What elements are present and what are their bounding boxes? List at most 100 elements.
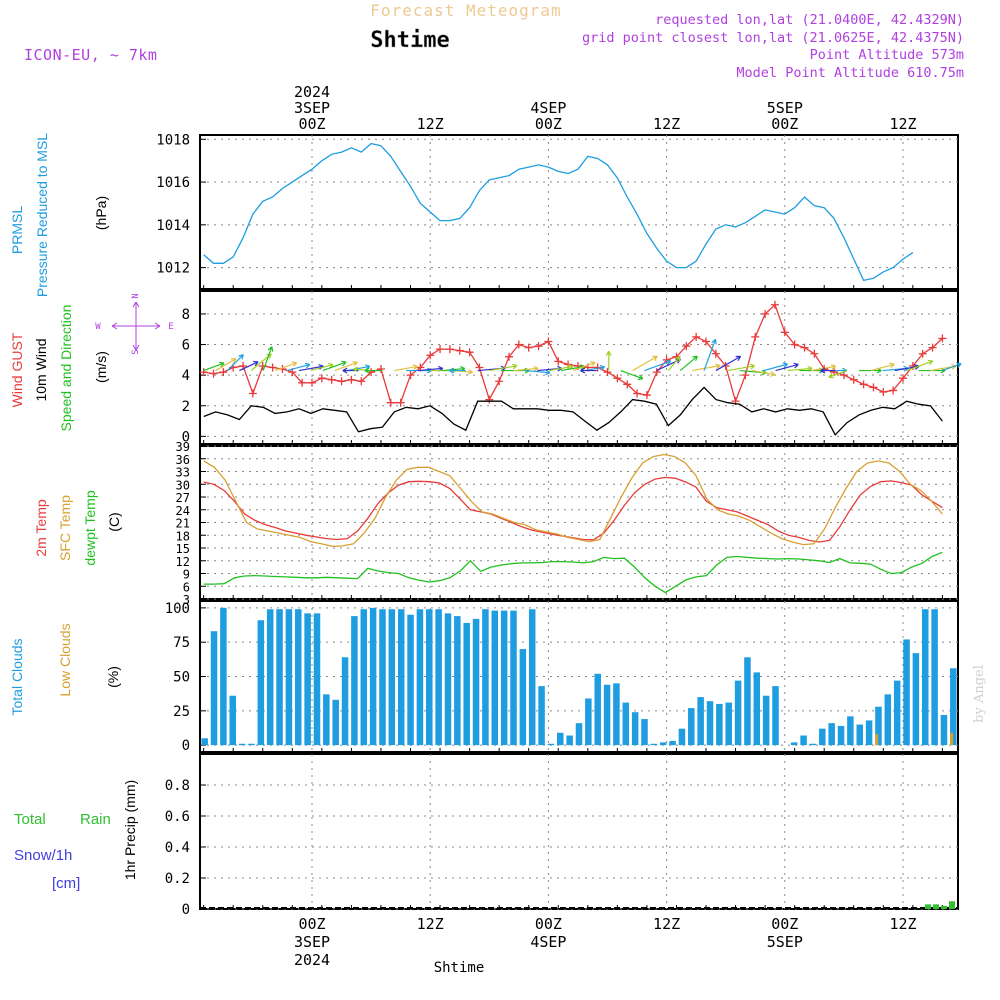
y-tick-label: 21 xyxy=(176,517,190,531)
gust-marker xyxy=(327,375,336,384)
total-cloud-bar xyxy=(613,683,620,746)
y-tick-labels: 1012101410161018024683691215182124273033… xyxy=(156,132,190,918)
y-tick-label: 39 xyxy=(176,440,190,454)
gust-marker xyxy=(623,380,632,389)
total-cloud-bar xyxy=(650,743,658,746)
gust-marker xyxy=(702,337,710,346)
total-cloud-bar xyxy=(893,680,901,746)
total-cloud-bar xyxy=(716,703,723,746)
y-tick-label: 6 xyxy=(182,338,190,354)
label-speed-direction: Speed and Direction xyxy=(58,305,74,432)
total-cloud-bar xyxy=(519,649,527,746)
total-cloud-bar xyxy=(772,686,779,746)
gust-marker xyxy=(652,368,661,377)
y-tick-label: 1012 xyxy=(156,261,190,277)
gust-marker xyxy=(938,334,947,343)
wind-direction-arrow xyxy=(906,359,934,372)
gust-marker xyxy=(859,380,868,389)
y-tick-label: 0 xyxy=(182,902,190,918)
label-snow-1h: Snow/1h xyxy=(14,847,72,864)
wind-direction-arrow xyxy=(364,367,383,374)
gust-marker xyxy=(209,369,218,378)
time-label-top: 00Z xyxy=(535,115,562,133)
total-cloud-bar xyxy=(491,610,499,746)
label-celsius: (C) xyxy=(106,512,122,531)
total-cloud-bar xyxy=(379,609,386,746)
label-hpa: (hPa) xyxy=(93,196,109,230)
total-cloud-bar xyxy=(921,609,929,746)
y-tick-label: 0.8 xyxy=(165,778,190,794)
compass-east: E xyxy=(168,322,173,332)
total-cloud-bar xyxy=(697,697,704,746)
total-cloud-bar xyxy=(500,610,508,746)
total-cloud-bar xyxy=(351,616,358,746)
y-tick-label: 33 xyxy=(176,466,190,480)
total-cloud-bar xyxy=(528,609,536,746)
total-cloud-bar xyxy=(725,702,732,746)
total-cloud-bar xyxy=(659,742,667,746)
wind-direction-arrow xyxy=(620,369,644,380)
y-tick-label: 8 xyxy=(182,307,190,323)
total-cloud-bar xyxy=(510,610,517,746)
total-cloud-bar xyxy=(341,657,349,746)
grid-point-coords: grid point closest lon,lat (21.0625E, 42… xyxy=(582,30,964,46)
wind-direction-arrow xyxy=(286,362,311,372)
total-cloud-bar xyxy=(257,620,265,746)
y-tick-label: 0.4 xyxy=(165,840,190,856)
gust-marker xyxy=(505,352,513,361)
gust-marker xyxy=(219,368,228,377)
total-cloud-bar xyxy=(837,725,845,746)
precip-bars xyxy=(200,901,958,909)
wind-direction-arrow xyxy=(580,367,597,374)
gust-marker xyxy=(514,340,523,349)
time-label-bottom: 2024 xyxy=(294,951,330,969)
gust-marker xyxy=(308,378,316,387)
station-name: Shtime xyxy=(370,28,449,53)
total-cloud-bar xyxy=(585,698,592,746)
wind-direction-arrow xyxy=(525,369,551,376)
total-cloud-bar xyxy=(304,613,311,746)
total-cloud-bar xyxy=(884,694,892,746)
wind-direction-arrow xyxy=(679,355,698,372)
wind-direction-arrow xyxy=(572,361,596,372)
label-1hr-precip: 1hr Precip (mm) xyxy=(122,780,138,880)
wind-direction-arrow xyxy=(644,359,672,372)
gust-marker xyxy=(495,377,504,386)
gust-marker xyxy=(741,371,750,380)
wind-direction-arrow xyxy=(703,338,717,371)
wind-direction-arrow xyxy=(692,363,721,372)
total-cloud-bar xyxy=(332,699,339,746)
label-prmsl: PRMSL xyxy=(9,206,25,254)
wind-direction-arrow xyxy=(632,355,658,372)
time-label-top: 12Z xyxy=(417,115,444,133)
total-cloud-bar xyxy=(397,609,405,746)
total-cloud-bar xyxy=(426,609,433,746)
total-cloud-bar xyxy=(472,618,480,746)
pressure-series xyxy=(203,142,914,282)
label-sfc-temp: SFC Temp xyxy=(57,495,73,561)
wind-series xyxy=(200,301,962,436)
wind-direction-arrow xyxy=(870,362,895,372)
gust-marker xyxy=(426,351,435,360)
total-cloud-bar xyxy=(678,728,686,746)
compass-west: W xyxy=(95,322,101,332)
gust-marker xyxy=(603,368,612,377)
total-cloud-bar xyxy=(734,680,742,746)
total-cloud-bar xyxy=(603,684,611,746)
total-cloud-bar xyxy=(482,609,489,746)
wind-direction-arrow xyxy=(274,361,298,372)
total-cloud-bar xyxy=(819,728,826,746)
gust-marker xyxy=(485,395,494,404)
gust-marker xyxy=(613,374,622,383)
requested-coords: requested lon,lat (21.0400E, 42.4329N) xyxy=(655,12,964,28)
wind-direction-arrow xyxy=(215,358,237,372)
wind-direction-arrow xyxy=(394,364,418,372)
total-cloud-bar xyxy=(201,738,208,746)
total-cloud-bar xyxy=(594,673,601,746)
y-tick-label: 12 xyxy=(176,555,190,569)
gust-marker xyxy=(317,374,326,383)
precip-panel xyxy=(199,753,959,910)
gust-marker xyxy=(436,345,445,354)
